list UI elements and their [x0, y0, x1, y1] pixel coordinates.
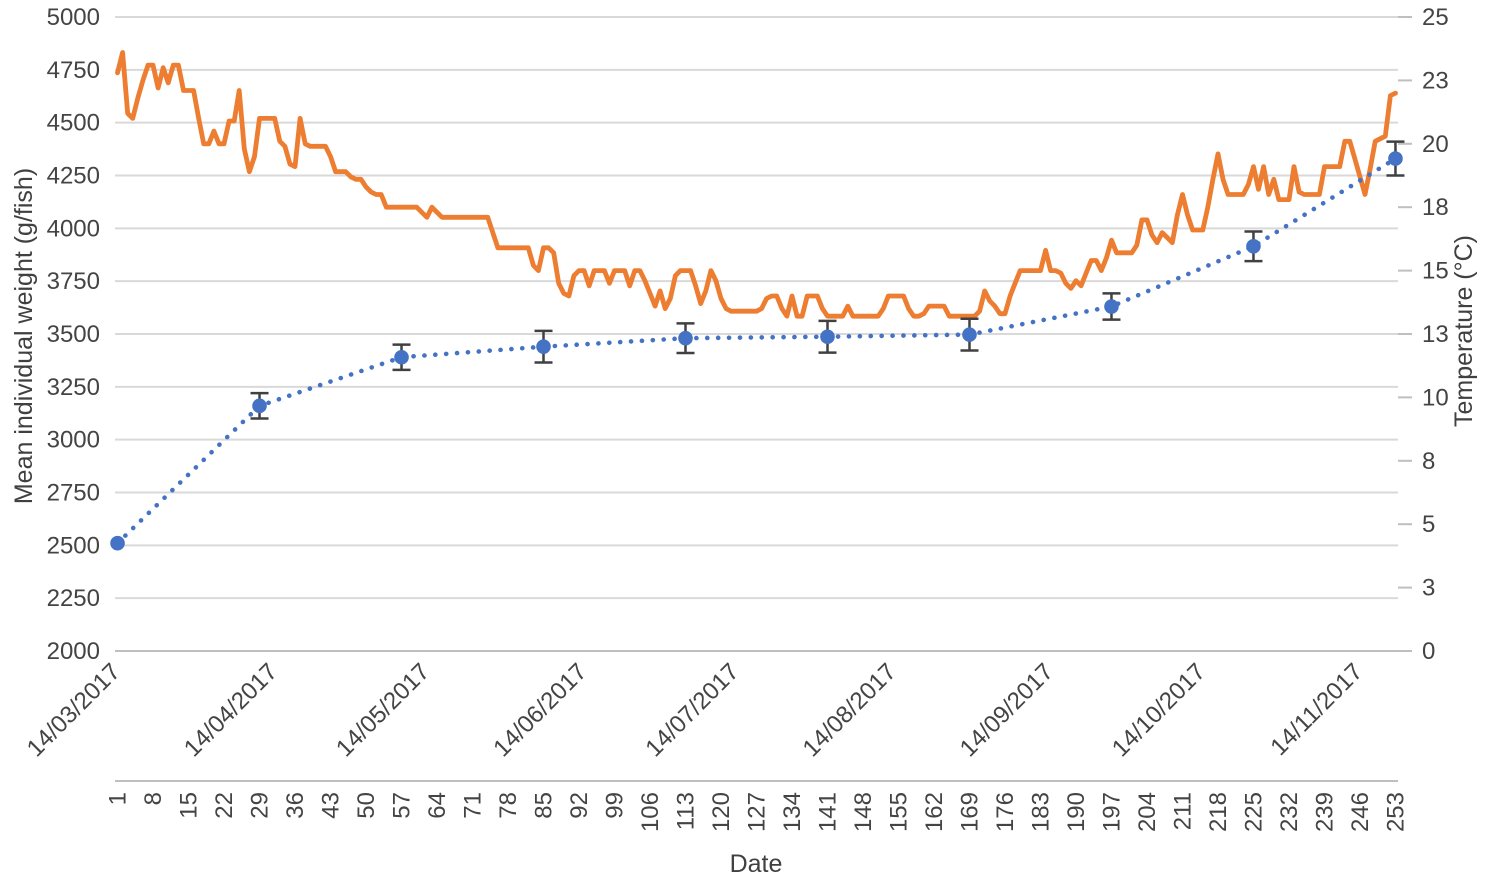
y-left-tick-label: 3500: [47, 321, 100, 348]
x-day-number-label: 197: [1098, 792, 1125, 832]
y-left-tick-label: 2000: [47, 638, 100, 665]
x-day-number-label: 64: [424, 792, 451, 819]
right-axis-tick-labels: 0 3 5 8 10 13 15 18 20 23 25: [1422, 4, 1449, 665]
y-right-tick-label: 3: [1422, 575, 1435, 602]
x-day-number-label: 141: [814, 792, 841, 832]
x-day-number-label: 92: [566, 792, 593, 819]
gridlines: [115, 16, 1398, 652]
x-day-number-label: 134: [779, 792, 806, 832]
x-day-number-label: 22: [211, 792, 238, 819]
weight-data-point: [394, 349, 409, 365]
x-date-label: 14/06/2017: [488, 658, 592, 762]
x-day-number-label: 15: [176, 792, 203, 819]
y-left-tick-label: 4750: [47, 57, 100, 84]
y-left-tick-label: 3750: [47, 268, 100, 295]
x-axis-date-labels: 14/03/2017 14/04/2017 14/05/2017 14/06/2017…: [22, 658, 1368, 762]
left-axis-tick-labels: 5000 4750 4500 4250 4000 3750 3500 3250 3000 2750…: [47, 4, 100, 665]
weight-data-point: [820, 329, 835, 345]
weight-data-point: [1388, 151, 1403, 166]
y-right-tick-label: 0: [1422, 638, 1435, 665]
weight-data-point: [962, 327, 977, 342]
x-day-number-label: 239: [1311, 792, 1338, 832]
x-day-number-label: 162: [921, 792, 948, 832]
x-date-label: 14/03/2017: [22, 658, 126, 762]
x-day-number-label: 127: [744, 792, 771, 832]
x-day-number-label: 113: [673, 792, 700, 830]
x-date-label: 14/11/2017: [1265, 658, 1368, 761]
x-day-number-label: 78: [495, 792, 522, 819]
weight-error-bars: [250, 140, 1405, 420]
weight-data-point: [110, 535, 125, 551]
y-left-tick-label: 2500: [47, 532, 100, 559]
y-left-tick-label: 2750: [47, 480, 100, 507]
y-left-tick-label: 2250: [47, 585, 100, 612]
x-day-number-label: 36: [282, 792, 309, 819]
x-day-number-label: 99: [602, 792, 629, 819]
y-left-tick-label: 4500: [47, 110, 100, 137]
x-day-number-label: 106: [637, 792, 664, 832]
weight-dotted-line: [115, 156, 1398, 546]
y-right-tick-label: 23: [1422, 67, 1449, 94]
y-right-tick-label: 13: [1422, 321, 1449, 348]
y-left-tick-label: 4250: [47, 163, 100, 190]
x-day-number-label: 190: [1063, 792, 1090, 832]
y-right-tick-label: 25: [1422, 4, 1449, 31]
x-day-number-label: 211: [1169, 792, 1196, 830]
x-day-number-label: 43: [318, 792, 345, 819]
x-day-number-label: 85: [531, 792, 558, 819]
y-left-tick-label: 3250: [47, 374, 100, 401]
x-day-number-label: 232: [1276, 792, 1303, 832]
x-date-label: 14/10/2017: [1107, 658, 1211, 762]
weight-data-point: [252, 398, 267, 414]
x-day-number-label: 29: [247, 792, 274, 819]
x-day-number-label: 253: [1382, 792, 1409, 832]
weight-data-point: [1104, 299, 1119, 314]
y-left-tick-label: 3000: [47, 427, 100, 454]
y-right-tick-label: 20: [1422, 131, 1449, 158]
x-day-number-label: 225: [1240, 792, 1267, 832]
x-axis-day-number-labels: 1 8 15 22 29 36 43 50 57 64 71 78 85 92 99 106 113 120 127…: [105, 792, 1410, 832]
temperature-line: [115, 50, 1398, 319]
x-day-number-label: 246: [1347, 792, 1374, 832]
x-day-number-label: 169: [956, 792, 983, 832]
y-right-tick-label: 5: [1422, 511, 1435, 538]
weight-data-point: [536, 339, 551, 354]
y-right-tick-label: 8: [1422, 448, 1435, 475]
weight-data-markers: [110, 151, 1403, 551]
x-day-number-label: 71: [460, 792, 487, 819]
x-day-number-label: 1: [105, 792, 132, 805]
x-date-label: 14/05/2017: [331, 658, 435, 762]
x-day-number-label: 204: [1134, 792, 1161, 832]
right-axis-tick-marks: [1398, 16, 1412, 652]
x-day-number-label: 176: [992, 792, 1019, 832]
weight-data-point: [678, 330, 693, 346]
x-day-number-label: 120: [708, 792, 735, 832]
x-axis-title: Date: [730, 850, 783, 878]
y-left-tick-label: 4000: [47, 215, 100, 242]
x-date-label: 14/07/2017: [640, 658, 744, 762]
x-date-label: 14/08/2017: [798, 658, 902, 762]
x-day-number-label: 155: [885, 792, 912, 832]
y-right-tick-label: 18: [1422, 194, 1449, 221]
y-axis-title-right: Temperature (°C): [1450, 235, 1478, 427]
y-axis-title-left: Mean individual weight (g/fish): [10, 168, 38, 504]
y-right-tick-label: 10: [1422, 384, 1449, 411]
weight-data-point: [1246, 238, 1261, 254]
y-left-tick-label: 5000: [47, 4, 100, 31]
x-day-number-label: 8: [140, 792, 167, 805]
x-day-number-label: 183: [1027, 792, 1054, 832]
x-date-label: 14/09/2017: [955, 658, 1059, 762]
x-day-number-label: 148: [850, 792, 877, 832]
y-right-tick-label: 15: [1422, 258, 1449, 285]
x-day-number-label: 57: [389, 792, 416, 819]
x-date-label: 14/04/2017: [179, 658, 283, 762]
x-day-number-label: 218: [1205, 792, 1232, 832]
x-day-number-label: 50: [353, 792, 380, 819]
